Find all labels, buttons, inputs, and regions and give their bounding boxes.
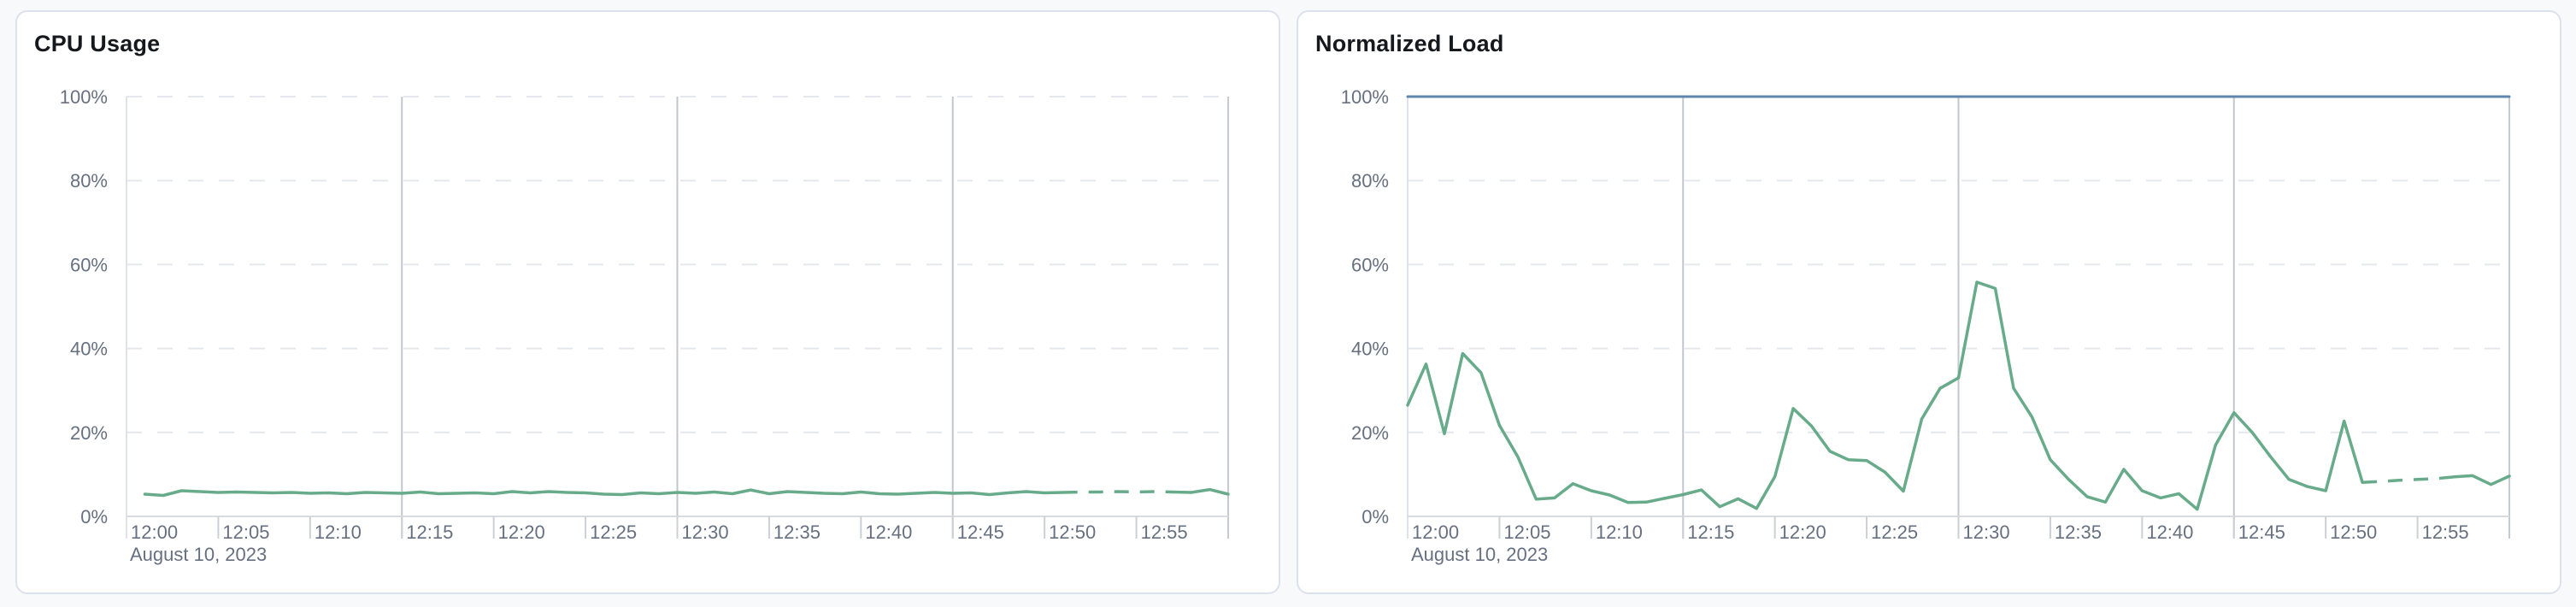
x-tick-label: 12:10 xyxy=(1596,522,1643,543)
y-tick-label: 100% xyxy=(60,86,108,108)
x-tick-label: 12:30 xyxy=(682,522,729,543)
y-tick-label: 20% xyxy=(70,422,108,444)
y-tick-label: 60% xyxy=(1351,254,1389,275)
x-axis-context-label: August 10, 2023 xyxy=(130,544,267,565)
x-tick-label: 12:25 xyxy=(1871,522,1918,543)
x-tick-label: 12:15 xyxy=(406,522,453,543)
y-tick-label: 60% xyxy=(70,254,108,275)
x-tick-label: 12:00 xyxy=(131,522,178,543)
x-tick-label: 12:20 xyxy=(498,522,545,543)
normalized-load-line-solid xyxy=(1406,280,2364,511)
cpu-usage-card: CPU Usage 12:00 12:05 12:10 12:15 12:20 12:25… xyxy=(15,10,1280,594)
normalized-load-card: Normalized Load 12:00 12:05 12:10 12:15 12:2… xyxy=(1297,10,2561,594)
x-tick-label: 12:00 xyxy=(1412,522,1459,543)
cpu-usage-line-solid xyxy=(1171,487,1230,496)
x-tick-label: 12:05 xyxy=(1503,522,1550,543)
x-tick-label: 12:30 xyxy=(1963,522,2010,543)
x-tick-label: 12:25 xyxy=(590,522,637,543)
x-tick-label: 12:15 xyxy=(1687,522,1734,543)
normalized-load-chart[interactable]: 12:00 12:05 12:10 12:15 12:20 12:25 12:30 12:35… xyxy=(1298,12,2560,592)
cpu-usage-line-solid xyxy=(143,488,1065,498)
normalized-load-chart-title: Normalized Load xyxy=(1315,31,1504,56)
normalized-load-line-dashed xyxy=(2362,475,2455,484)
y-tick-label: 40% xyxy=(1351,339,1389,360)
y-tick-label: 100% xyxy=(1341,86,1389,108)
x-tick-label: 12:50 xyxy=(2330,522,2377,543)
x-tick-label: 12:35 xyxy=(2055,522,2102,543)
y-tick-label: 20% xyxy=(1351,422,1389,444)
x-tick-label: 12:40 xyxy=(2146,522,2193,543)
cpu-usage-chart[interactable]: 12:00 12:05 12:10 12:15 12:20 12:25 12:30 12:35… xyxy=(17,12,1279,592)
y-tick-label: 80% xyxy=(70,170,108,192)
x-tick-label: 12:40 xyxy=(865,522,912,543)
x-tick-label: 12:20 xyxy=(1779,522,1826,543)
x-tick-label: 12:50 xyxy=(1049,522,1096,543)
x-tick-label: 12:10 xyxy=(315,522,362,543)
y-tick-label: 80% xyxy=(1351,170,1389,192)
cpu-usage-chart-title: CPU Usage xyxy=(34,31,161,56)
x-tick-label: 12:55 xyxy=(1141,522,1188,543)
x-tick-label: 12:05 xyxy=(222,522,269,543)
x-axis-context-label: August 10, 2023 xyxy=(1411,544,1548,565)
normalized-load-line-solid xyxy=(2452,474,2511,486)
x-tick-label: 12:35 xyxy=(773,522,820,543)
y-tick-label: 0% xyxy=(1362,506,1389,527)
y-tick-label: 40% xyxy=(70,339,108,360)
x-tick-label: 12:45 xyxy=(2238,522,2285,543)
x-tick-label: 12:45 xyxy=(957,522,1004,543)
x-tick-label: 12:55 xyxy=(2422,522,2469,543)
y-tick-label: 0% xyxy=(80,506,108,527)
